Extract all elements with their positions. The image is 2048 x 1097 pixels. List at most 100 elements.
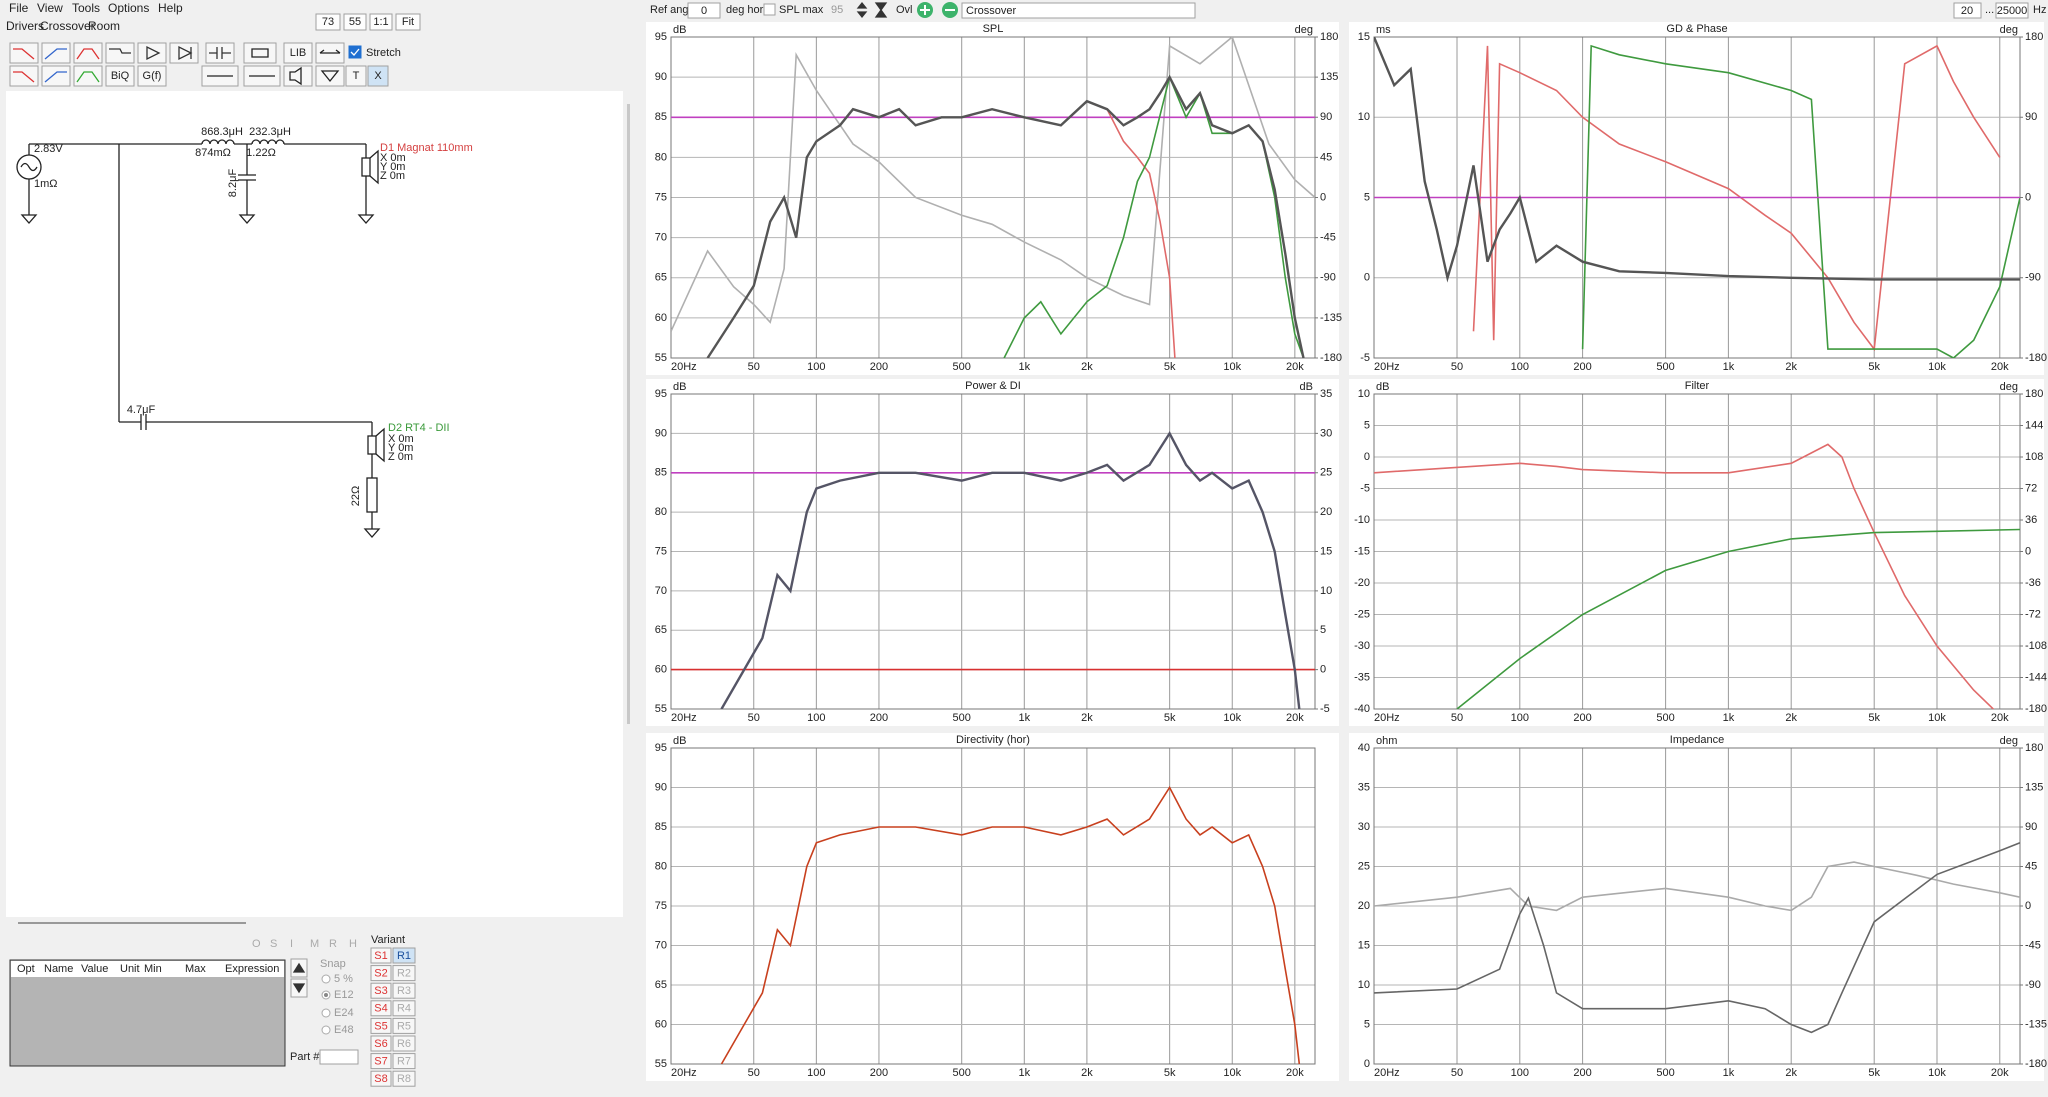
view-select[interactable] [961, 2, 1196, 19]
y2-tick-label: 0 [2025, 191, 2031, 203]
zoom-value: Fit [402, 16, 414, 28]
fmax-input[interactable] [1995, 2, 2029, 19]
unit-label: Hz [2033, 4, 2046, 16]
zoom-box[interactable] [395, 13, 421, 31]
angle-value: 0 [701, 5, 707, 17]
variant-button[interactable] [392, 982, 416, 999]
y2-tick-label: 45 [1320, 151, 1332, 163]
y2-unit: dB [1300, 381, 1313, 393]
radio[interactable] [321, 974, 331, 984]
variant-button[interactable] [370, 947, 392, 964]
x-tick-label: 200 [1573, 1067, 1591, 1079]
variant-button[interactable] [370, 1000, 392, 1017]
tool-icon [319, 49, 341, 54]
variant-button[interactable] [370, 1053, 392, 1070]
menu-item[interactable]: Help [158, 1, 183, 15]
tool-button[interactable] [41, 42, 71, 64]
tab[interactable]: Drivers [6, 19, 44, 33]
x-tick-label: 2k [1081, 361, 1093, 373]
tool-button[interactable] [315, 65, 345, 87]
variant-button[interactable] [392, 947, 416, 964]
y2-tick-label: -90 [2025, 272, 2041, 284]
tool-button[interactable] [283, 65, 313, 87]
x-tick-label: 500 [1656, 712, 1674, 724]
x-tick-label: 5k [1868, 712, 1880, 724]
tool-button[interactable] [205, 42, 235, 64]
menu-item[interactable]: Tools [72, 1, 100, 15]
tool-button[interactable] [73, 65, 103, 87]
tab[interactable]: Room [88, 19, 120, 33]
opt-button[interactable]: M [310, 938, 319, 950]
component-label: 8.2μF [227, 169, 239, 198]
angle-input[interactable] [687, 2, 721, 19]
tool-button[interactable] [345, 65, 367, 87]
y-tick-label: 70 [655, 585, 667, 597]
tool-button[interactable] [9, 42, 39, 64]
check-mark [350, 48, 360, 56]
radio[interactable] [321, 1008, 331, 1018]
driver-cone [369, 149, 379, 185]
x-tick-label: 100 [807, 712, 825, 724]
driver-position: Z 0m [380, 170, 405, 182]
tool-button[interactable] [137, 42, 167, 64]
snap-label: Snap [320, 958, 346, 970]
checkbox[interactable] [763, 3, 776, 16]
y2-tick-label: 108 [2025, 451, 2043, 463]
tool-button[interactable] [41, 65, 71, 87]
zoom-box[interactable] [369, 13, 393, 31]
tool-button[interactable] [73, 42, 103, 64]
x-tick-label: 2k [1785, 1067, 1797, 1079]
curve [720, 431, 1301, 709]
y-tick-label: 85 [655, 111, 667, 123]
variant-button[interactable] [392, 965, 416, 982]
variant-button[interactable] [392, 1017, 416, 1034]
checkbox[interactable] [348, 45, 362, 59]
menu-item[interactable]: File [9, 1, 29, 15]
zoom-box[interactable] [343, 13, 367, 31]
opt-button[interactable]: I [290, 938, 293, 950]
variant-button[interactable] [370, 982, 392, 999]
tool-button[interactable] [169, 42, 199, 64]
tool-button[interactable] [367, 65, 389, 87]
part-input[interactable] [319, 1049, 359, 1065]
variant-button[interactable] [392, 1053, 416, 1070]
slider-track [18, 922, 246, 924]
opt-button[interactable]: H [349, 938, 357, 950]
tool-button[interactable] [137, 65, 167, 87]
y-tick-label: 25 [1358, 860, 1370, 872]
y2-tick-label: -135 [2025, 1018, 2047, 1030]
variant-button[interactable] [370, 1035, 392, 1052]
y-tick-label: -35 [1354, 671, 1370, 683]
fmin-input[interactable] [1953, 2, 1982, 19]
x-tick-label: 2k [1785, 361, 1797, 373]
tab[interactable]: Crossover [40, 19, 95, 33]
tool-button[interactable] [243, 42, 277, 64]
fmin-value: 20 [1961, 5, 1973, 17]
opt-button[interactable]: R [329, 938, 337, 950]
tool-button[interactable] [9, 65, 39, 87]
radio[interactable] [321, 1025, 331, 1035]
tool-button[interactable] [283, 42, 313, 64]
x-tick-label: 2k [1081, 1067, 1093, 1079]
variant-button[interactable] [370, 1017, 392, 1034]
opt-button[interactable]: O [252, 938, 261, 950]
y-tick-label: 70 [655, 232, 667, 244]
menu-item[interactable]: Options [108, 1, 149, 15]
tool-button[interactable] [105, 42, 135, 64]
y-tick-label: 75 [655, 191, 667, 203]
variant-button[interactable] [392, 1000, 416, 1017]
tool-button[interactable] [105, 65, 135, 87]
y2-tick-label: -144 [2025, 671, 2047, 683]
zoom-box[interactable] [315, 13, 341, 31]
x-tick-label: 500 [953, 1067, 971, 1079]
variant-button[interactable] [370, 965, 392, 982]
inductor [251, 139, 285, 145]
y2-tick-label: 5 [1320, 624, 1326, 636]
component-label: 232.3μH [249, 126, 291, 138]
opt-button[interactable]: S [270, 938, 277, 950]
variant-button[interactable] [392, 1070, 416, 1087]
driver-name: D1 Magnat 110mm [380, 142, 473, 154]
menu-item[interactable]: View [37, 1, 63, 15]
variant-button[interactable] [370, 1070, 392, 1087]
variant-button[interactable] [392, 1035, 416, 1052]
